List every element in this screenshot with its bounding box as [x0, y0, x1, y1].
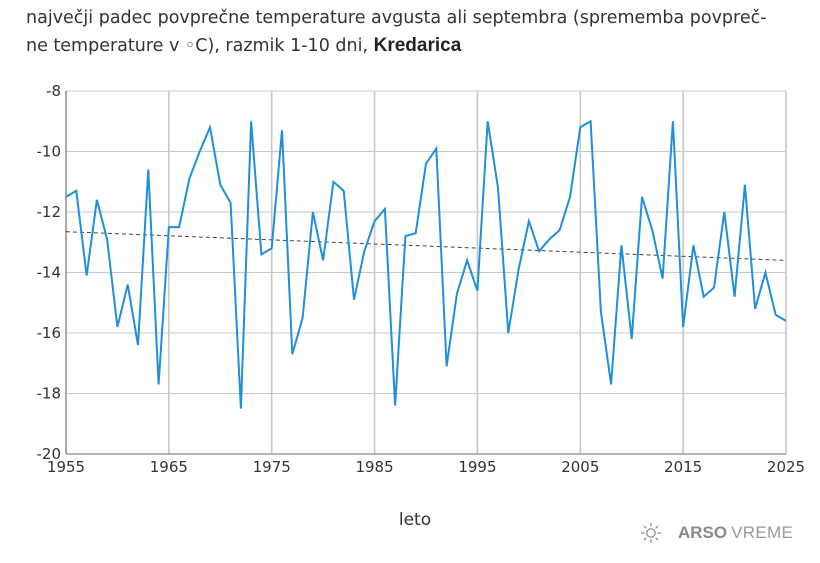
y-tick-label: -18: [37, 385, 62, 403]
y-tick-label: -8: [46, 82, 61, 100]
y-tick-label: -12: [37, 203, 62, 221]
sun-icon: [641, 523, 661, 543]
y-tick-label: -16: [37, 324, 62, 342]
arso-vreme-logo: ARSO VREME: [640, 522, 793, 544]
chart-title-text-2: ne temperature v ◦C), razmik 1-10 dni,: [26, 36, 369, 56]
x-tick-label: 2015: [664, 458, 702, 476]
y-tick-label: -14: [37, 264, 62, 282]
chart-title: največji padec povprečne temperature avg…: [26, 5, 796, 60]
x-tick-label: 2025: [767, 458, 805, 476]
station-name: Kredarica: [373, 35, 462, 56]
chart-title-text: največji padec povprečne temperature avg…: [26, 8, 767, 28]
x-tick-label: 1965: [150, 458, 188, 476]
x-tick-label: 1995: [458, 458, 496, 476]
trend-line: [65, 231, 787, 261]
brand-name-bold: ARSO: [678, 523, 728, 542]
y-tick-label: -20: [37, 445, 62, 463]
brand-name-light: VREME: [731, 523, 794, 542]
x-axis-label: leto: [398, 510, 432, 530]
x-tick-label: 1975: [253, 458, 291, 476]
x-tick-label: 2005: [561, 458, 599, 476]
x-tick-label: 1955: [47, 458, 85, 476]
y-tick-label: -10: [37, 143, 62, 161]
x-tick-label: 1985: [355, 458, 393, 476]
